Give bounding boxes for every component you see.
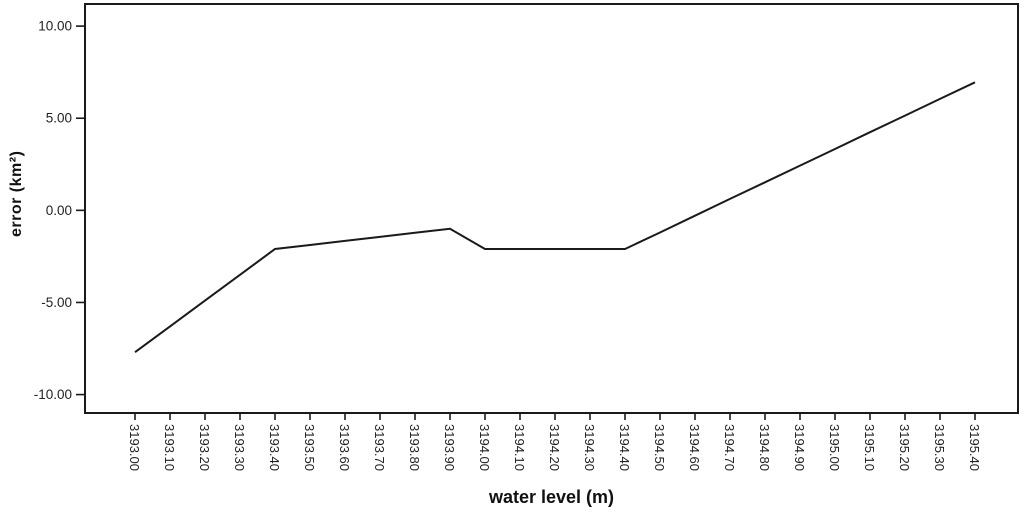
y-tick-label: -10.00 xyxy=(34,387,72,402)
y-tick-label: -5.00 xyxy=(41,295,72,310)
x-tick-label: 3194.90 xyxy=(792,424,807,471)
x-tick-label: 3194.70 xyxy=(722,424,737,471)
x-tick-label: 3193.10 xyxy=(162,424,177,471)
x-tick-label: 3194.20 xyxy=(547,424,562,471)
x-tick-label: 3194.30 xyxy=(582,424,597,471)
x-tick-label: 3194.00 xyxy=(477,424,492,471)
x-tick-label: 3193.20 xyxy=(197,424,212,471)
data-series-line xyxy=(134,81,976,354)
x-tick-label: 3195.10 xyxy=(862,424,877,471)
x-tick-label: 3194.60 xyxy=(687,424,702,471)
y-tick-label: 0.00 xyxy=(46,203,72,218)
y-tick-label: 10.00 xyxy=(38,19,72,34)
x-tick-label: 3193.90 xyxy=(442,424,457,471)
x-tick-label: 3195.30 xyxy=(932,424,947,471)
x-tick-label: 3193.00 xyxy=(127,424,142,471)
x-tick-label: 3193.40 xyxy=(267,424,282,471)
x-tick-label: 3193.70 xyxy=(372,424,387,471)
x-tick-label: 3194.40 xyxy=(617,424,632,471)
x-tick-label: 3195.20 xyxy=(897,424,912,471)
x-axis-title: water level (m) xyxy=(488,487,615,507)
x-tick-label: 3195.40 xyxy=(967,424,982,471)
y-axis-title: error (km²) xyxy=(8,150,25,238)
plot-border xyxy=(84,3,1019,414)
x-tick-label: 3194.50 xyxy=(652,424,667,471)
x-tick-label: 3193.30 xyxy=(232,424,247,471)
y-tick-label: 5.00 xyxy=(46,111,72,126)
x-tick-label: 3193.80 xyxy=(407,424,422,471)
x-tick-label: 3195.00 xyxy=(827,424,842,471)
x-tick-label: 3193.60 xyxy=(337,424,352,471)
x-tick-label: 3193.50 xyxy=(302,424,317,471)
x-tick-label: 3194.80 xyxy=(757,424,772,471)
x-tick-label: 3194.10 xyxy=(512,424,527,471)
